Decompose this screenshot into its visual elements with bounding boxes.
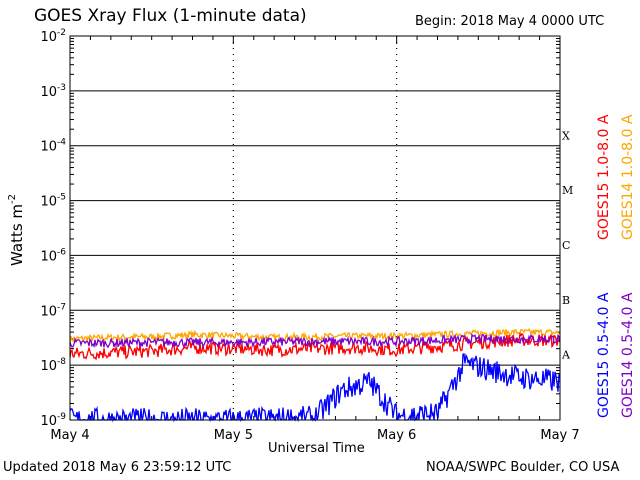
y-tick-label: 10-7	[40, 302, 66, 319]
legend-goes14-short: GOES14 0.5-4.0 A	[620, 292, 636, 418]
flare-class-a: A	[561, 349, 571, 362]
x-tick-label: May 6	[377, 428, 416, 443]
begin-time: Begin: 2018 May 4 0000 UTC	[415, 14, 605, 29]
legend-goes14-long: GOES14 1.0-8.0 A	[620, 114, 636, 240]
y-axis-title: Watts m-2	[7, 194, 26, 266]
series-line-1	[69, 328, 561, 343]
y-tick-label: 10-8	[40, 357, 66, 374]
legend-goes15-short: GOES15 0.5-4.0 A	[596, 292, 612, 418]
y-tick-label: 10-5	[40, 193, 66, 210]
y-tick-label: 10-4	[40, 138, 66, 155]
y-tick-label: 10-2	[40, 28, 66, 45]
plot-frame	[69, 35, 561, 421]
series-lines	[69, 328, 561, 423]
flare-class-b: B	[562, 294, 570, 307]
y-tick-label: 10-9	[40, 412, 66, 429]
flare-class-labels: X M C B A	[561, 129, 573, 361]
flare-class-x: X	[562, 129, 570, 142]
y-axis-label: Watts m-2	[7, 194, 26, 266]
y-tick-label: 10-3	[40, 83, 66, 100]
series-line-2	[69, 353, 561, 423]
x-tick-label: May 5	[214, 428, 253, 443]
flare-class-c: C	[562, 239, 570, 252]
flare-class-m: M	[562, 184, 573, 197]
y-tick-label: 10-6	[40, 247, 66, 264]
legend-goes15-long: GOES15 1.0-8.0 A	[596, 114, 612, 240]
chart-title: GOES Xray Flux (1-minute data)	[34, 6, 307, 26]
credit-line: NOAA/SWPC Boulder, CO USA	[426, 460, 620, 475]
x-axis-title: Universal Time	[268, 441, 365, 456]
y-tick-labels: 10-2 10-3 10-4 10-5 10-6 10-7 10-8 10-9	[40, 28, 66, 429]
x-tick-labels: May 4 May 5 May 6 May 7	[50, 428, 579, 443]
x-tick-label: May 4	[50, 428, 89, 443]
updated-timestamp: Updated 2018 May 6 23:59:12 UTC	[3, 460, 232, 475]
grid	[69, 36, 561, 420]
series-line-3	[69, 333, 561, 349]
x-tick-label: May 7	[540, 428, 579, 443]
series-line-0	[69, 331, 561, 361]
